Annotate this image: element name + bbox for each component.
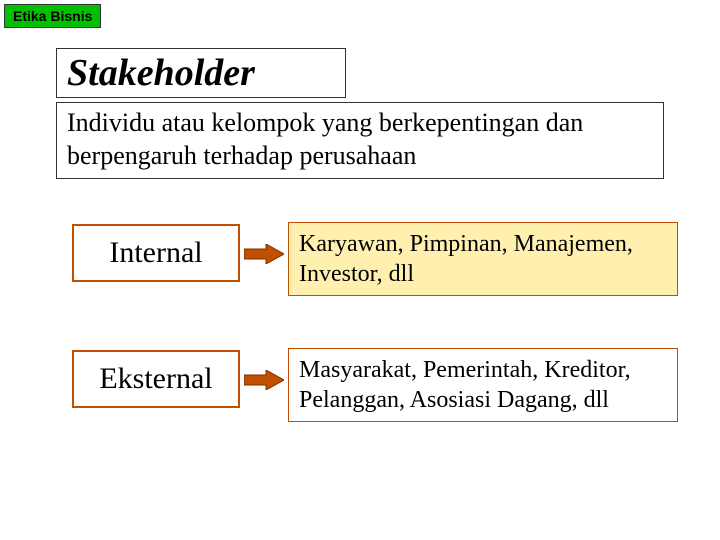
category-eksternal-label: Eksternal: [99, 362, 212, 395]
title-box: Stakeholder: [56, 48, 346, 98]
arrow-eksternal-icon: [244, 370, 284, 390]
header-badge-text: Etika Bisnis: [13, 8, 92, 24]
category-internal-label: Internal: [109, 236, 202, 269]
description-eksternal-text: Masyarakat, Pemerintah, Kreditor, Pelang…: [299, 357, 631, 413]
description-internal-text: Karyawan, Pimpinan, Manajemen, Investor,…: [299, 231, 633, 287]
description-eksternal-box: Masyarakat, Pemerintah, Kreditor, Pelang…: [288, 348, 678, 422]
description-internal-box: Karyawan, Pimpinan, Manajemen, Investor,…: [288, 222, 678, 296]
category-eksternal-box: Eksternal: [72, 350, 240, 408]
category-internal-box: Internal: [72, 224, 240, 282]
definition-text: Individu atau kelompok yang berkepenting…: [67, 108, 583, 170]
arrow-internal-icon: [244, 244, 284, 264]
definition-box: Individu atau kelompok yang berkepenting…: [56, 102, 664, 179]
page-title: Stakeholder: [67, 52, 255, 94]
header-badge: Etika Bisnis: [4, 4, 101, 28]
